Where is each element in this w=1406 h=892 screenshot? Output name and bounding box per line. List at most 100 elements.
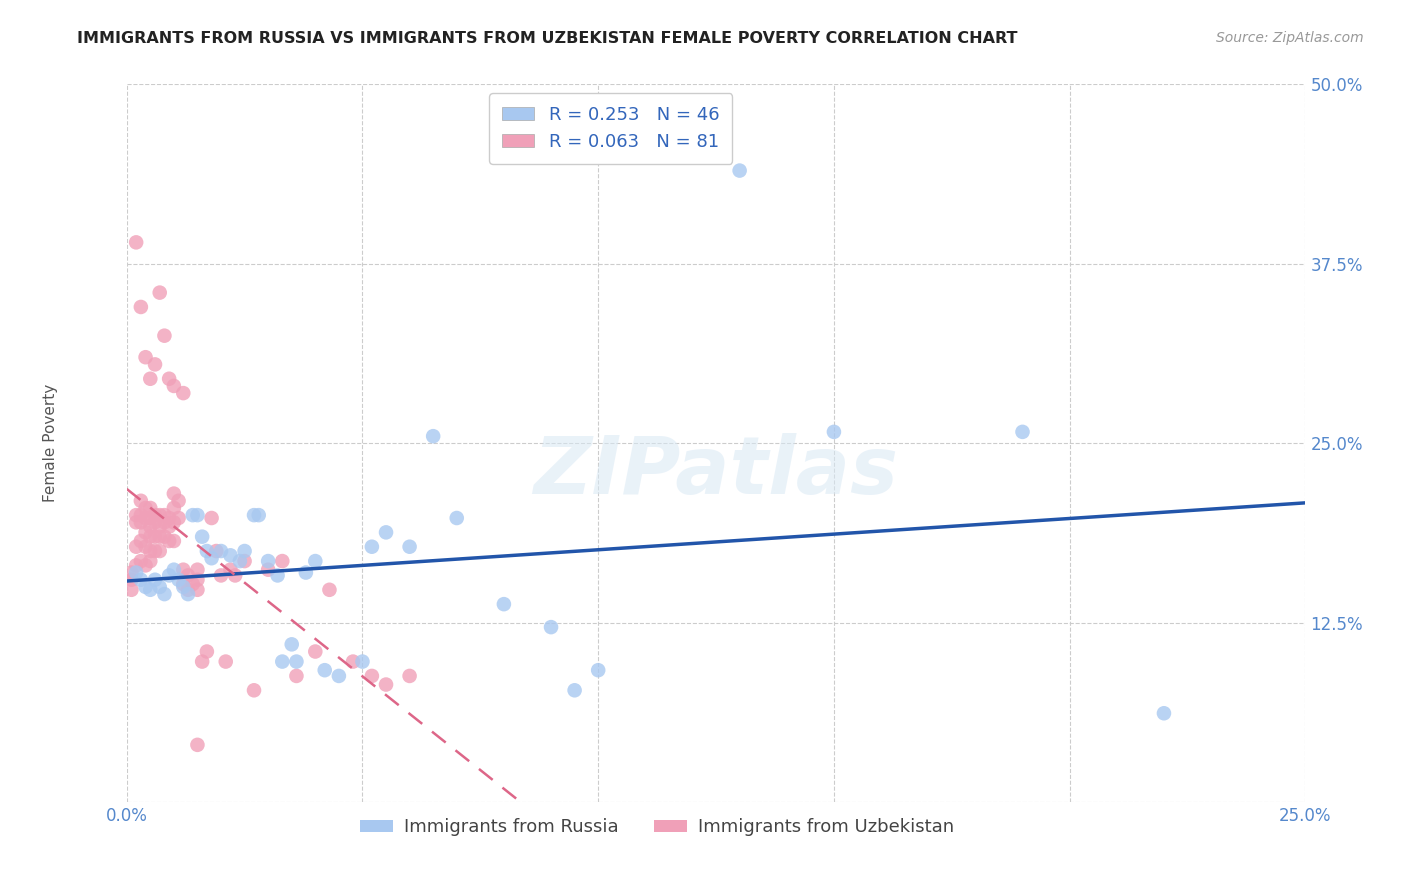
- Point: [163, 516, 186, 530]
- Point: [135, 558, 157, 573]
- Point: [200, 551, 222, 566]
- Point: [195, 644, 218, 658]
- Point: [540, 620, 562, 634]
- Point: [143, 544, 166, 558]
- Point: [157, 533, 180, 548]
- Point: [209, 544, 232, 558]
- Point: [446, 511, 468, 525]
- Point: [177, 587, 200, 601]
- Point: [280, 637, 302, 651]
- Text: IMMIGRANTS FROM RUSSIA VS IMMIGRANTS FROM UZBEKISTAN FEMALE POVERTY CORRELATION : IMMIGRANTS FROM RUSSIA VS IMMIGRANTS FRO…: [77, 31, 1018, 46]
- Point: [135, 350, 157, 364]
- Point: [125, 558, 148, 573]
- Point: [139, 511, 162, 525]
- Point: [398, 540, 420, 554]
- Point: [304, 644, 326, 658]
- Point: [492, 597, 515, 611]
- Point: [143, 358, 166, 372]
- Point: [135, 540, 157, 554]
- Point: [172, 580, 194, 594]
- Point: [135, 511, 157, 525]
- Point: [139, 544, 162, 558]
- Point: [1011, 425, 1033, 439]
- Point: [167, 511, 190, 525]
- Point: [143, 573, 166, 587]
- Point: [200, 511, 222, 525]
- Point: [149, 544, 172, 558]
- Point: [195, 544, 218, 558]
- Point: [360, 669, 382, 683]
- Point: [157, 519, 180, 533]
- Point: [120, 566, 142, 580]
- Point: [157, 511, 180, 525]
- Point: [186, 738, 208, 752]
- Point: [172, 386, 194, 401]
- Point: [125, 540, 148, 554]
- Point: [129, 508, 152, 523]
- Point: [318, 582, 340, 597]
- Point: [186, 563, 208, 577]
- Point: [181, 508, 204, 523]
- Point: [149, 519, 172, 533]
- Point: [167, 573, 190, 587]
- Point: [233, 554, 256, 568]
- Point: [205, 544, 228, 558]
- Point: [139, 530, 162, 544]
- Point: [352, 655, 374, 669]
- Point: [172, 563, 194, 577]
- Point: [129, 554, 152, 568]
- Point: [233, 544, 256, 558]
- Point: [586, 663, 609, 677]
- Text: Source: ZipAtlas.com: Source: ZipAtlas.com: [1216, 31, 1364, 45]
- Point: [360, 540, 382, 554]
- Point: [823, 425, 845, 439]
- Point: [191, 530, 214, 544]
- Point: [285, 669, 308, 683]
- Point: [375, 525, 398, 540]
- Point: [219, 563, 242, 577]
- Point: [163, 379, 186, 393]
- Point: [135, 525, 157, 540]
- Point: [186, 582, 208, 597]
- Point: [209, 568, 232, 582]
- Point: [153, 328, 176, 343]
- Text: ZIPatlas: ZIPatlas: [533, 434, 898, 511]
- Point: [564, 683, 586, 698]
- Point: [149, 580, 172, 594]
- Point: [153, 587, 176, 601]
- Point: [120, 573, 142, 587]
- Point: [129, 573, 152, 587]
- Point: [271, 554, 294, 568]
- Point: [129, 516, 152, 530]
- Point: [177, 568, 200, 582]
- Point: [181, 577, 204, 591]
- Point: [342, 655, 364, 669]
- Point: [153, 516, 176, 530]
- Point: [143, 516, 166, 530]
- Point: [243, 683, 266, 698]
- Point: [135, 580, 157, 594]
- Point: [177, 582, 200, 597]
- Point: [328, 669, 350, 683]
- Point: [163, 500, 186, 515]
- Point: [129, 533, 152, 548]
- Point: [149, 508, 172, 523]
- Point: [271, 655, 294, 669]
- Point: [125, 508, 148, 523]
- Point: [285, 655, 308, 669]
- Point: [163, 533, 186, 548]
- Point: [149, 285, 172, 300]
- Point: [153, 508, 176, 523]
- Point: [257, 554, 280, 568]
- Point: [266, 568, 288, 582]
- Point: [186, 508, 208, 523]
- Point: [172, 577, 194, 591]
- Point: [314, 663, 336, 677]
- Point: [304, 554, 326, 568]
- Point: [229, 554, 252, 568]
- Point: [167, 493, 190, 508]
- Point: [157, 372, 180, 386]
- Point: [125, 516, 148, 530]
- Point: [125, 235, 148, 250]
- Y-axis label: Female Poverty: Female Poverty: [44, 384, 58, 502]
